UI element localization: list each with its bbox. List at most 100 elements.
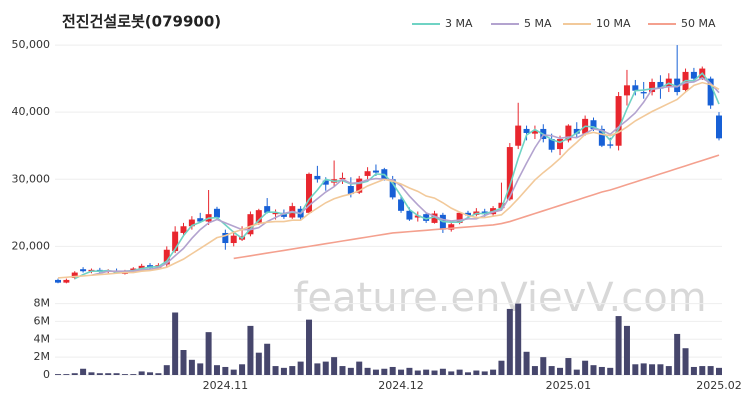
volume-bar	[289, 366, 296, 375]
volume-bar	[381, 368, 388, 375]
volume-bar	[590, 365, 597, 375]
candle-body	[272, 212, 279, 215]
volume-bar	[322, 361, 329, 375]
volume-bar	[138, 371, 145, 375]
candle-body	[138, 265, 145, 269]
candle-body	[640, 92, 647, 94]
volume-bar	[515, 303, 522, 375]
volume-bar	[665, 366, 672, 375]
volume-bar	[230, 369, 237, 375]
ma-line	[74, 72, 720, 280]
volume-bar	[690, 366, 697, 375]
volume-bar	[372, 369, 379, 375]
volume-bar	[448, 371, 455, 375]
y-tick-label: 40,000	[12, 105, 51, 118]
ma-line	[91, 77, 720, 277]
volume-bar	[331, 357, 338, 375]
candle-body	[222, 232, 229, 244]
candle-body	[306, 173, 313, 213]
volume-bar	[255, 352, 262, 375]
volume-bar	[63, 374, 70, 375]
candle-body	[172, 231, 179, 252]
candle-body	[598, 128, 605, 146]
candle-body	[615, 96, 622, 146]
volume-bar	[247, 325, 254, 375]
volume-bar	[147, 372, 154, 375]
candle-body	[557, 139, 564, 150]
volume-bar	[716, 367, 722, 375]
x-tick-label: 2024.12	[378, 379, 424, 392]
volume-bar	[674, 333, 681, 375]
candle-body	[523, 128, 530, 133]
volume-bar	[180, 350, 187, 375]
candle-body	[674, 78, 681, 93]
y-tick-label: 30,000	[12, 172, 51, 185]
candle-body	[255, 210, 262, 223]
volume-bar	[264, 343, 271, 375]
volume-bar	[607, 367, 614, 375]
watermark: feature.enVievV.com	[293, 275, 706, 321]
candle-body	[707, 78, 714, 106]
x-tick-label: 2025.01	[546, 379, 592, 392]
candle-body	[230, 235, 237, 244]
volume-bar	[297, 361, 304, 375]
volume-bar	[197, 363, 204, 375]
volume-bar	[314, 363, 321, 375]
volume-bar	[598, 366, 605, 375]
candle-body	[573, 128, 580, 134]
volume-bar	[565, 358, 572, 375]
y-tick-label: 50,000	[12, 38, 51, 51]
legend-label: 10 MA	[596, 17, 631, 30]
candle-body	[515, 125, 522, 146]
volume-bar	[280, 367, 287, 375]
volume-bar	[347, 367, 354, 375]
volume-bar	[464, 372, 471, 375]
chart-title: 전진건설로봇(079900)	[62, 13, 221, 31]
volume-bar	[423, 369, 430, 375]
volume-bar	[272, 366, 279, 375]
volume-bar	[389, 366, 396, 375]
candle-body	[213, 208, 220, 218]
candle-body	[356, 178, 363, 193]
volume-bar	[657, 364, 664, 375]
volume-bar	[121, 374, 128, 375]
legend-label: 50 MA	[681, 17, 716, 30]
volume-bar	[582, 360, 589, 375]
candle-body	[623, 85, 630, 96]
volume-bar	[649, 364, 656, 375]
candle-body	[657, 81, 664, 89]
volume-bar	[456, 369, 463, 375]
volume-bar	[113, 373, 120, 375]
volume-bar	[163, 365, 170, 375]
volume-bar	[172, 312, 179, 375]
candle-body	[264, 206, 271, 213]
candle-body	[347, 185, 354, 195]
volume-bar	[188, 359, 195, 375]
candle-body	[590, 120, 597, 129]
volume-bar	[481, 371, 488, 375]
volume-bar	[364, 367, 371, 375]
candle-body	[506, 147, 513, 200]
y-tick-label: 8M	[34, 297, 51, 310]
volume-bar	[356, 361, 363, 375]
candle-body	[314, 175, 321, 180]
volume-bar	[490, 369, 497, 375]
volume-bar	[632, 364, 639, 375]
volume-bar	[96, 373, 103, 375]
volume-bar	[222, 366, 229, 375]
candle-body	[406, 210, 413, 220]
y-tick-label: 2M	[34, 350, 51, 363]
candle-body	[690, 71, 697, 79]
ma-line	[233, 154, 720, 260]
candle-body	[531, 130, 538, 134]
candle-body	[716, 115, 722, 139]
y-tick-label: 20,000	[12, 239, 51, 252]
volume-bar	[640, 363, 647, 375]
x-tick-label: 2024.11	[203, 379, 249, 392]
volume-bar	[205, 332, 212, 375]
volume-bar	[682, 348, 689, 375]
volume-bar	[80, 368, 87, 375]
volume-bar	[155, 373, 162, 375]
candle-body	[188, 219, 195, 227]
candle-body	[80, 269, 87, 272]
